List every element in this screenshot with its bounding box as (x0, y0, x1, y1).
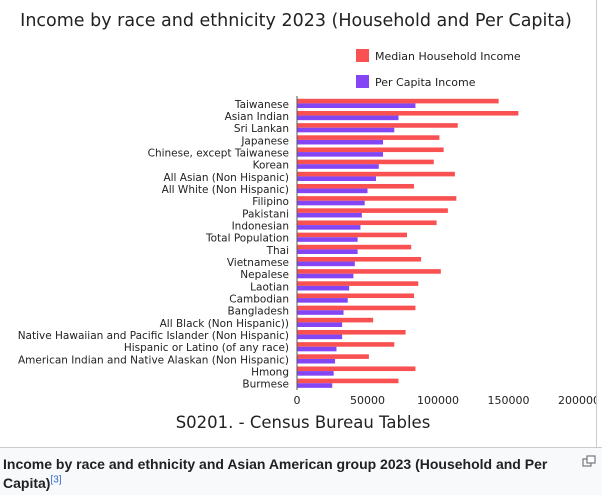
bar-per-capita (297, 225, 361, 230)
chart-figure: Income by race and ethnicity 2023 (House… (17, 0, 597, 447)
bar-per-capita (297, 164, 379, 169)
y-tick-label: Laotian (250, 281, 289, 293)
bar-household (297, 342, 395, 347)
bar-per-capita (297, 322, 343, 327)
bar-household (297, 293, 415, 299)
y-tick-label: All White (Non Hispanic) (162, 184, 289, 196)
chart-legend: Median Household Income Per Capita Incom… (356, 49, 521, 89)
y-tick-label: Hispanic or Latino (of any race) (124, 342, 289, 354)
bar-per-capita (297, 310, 344, 315)
y-tick-label: Thai (266, 245, 289, 257)
bar-household (297, 171, 455, 177)
legend-label-household: Median Household Income (375, 50, 521, 63)
y-tick-label: Indonesian (232, 221, 289, 233)
chart-source: S0201. - Census Bureau Tables (176, 413, 431, 432)
bar-household (297, 147, 444, 153)
bar-household (297, 256, 422, 262)
caption-text: Income by race and ethnicity and Asian A… (3, 455, 563, 493)
y-tick-label: Filipino (252, 196, 289, 208)
y-tick-label: Bangladesh (227, 306, 289, 318)
y-tick-label: Native Hawaiian and Pacific Islander (No… (18, 330, 289, 342)
bar-household (297, 305, 416, 311)
bar-household (297, 123, 458, 128)
y-tick-label: All Asian (Non Hispanic) (163, 172, 289, 184)
bar-per-capita (297, 383, 333, 388)
bar-household (297, 196, 457, 201)
y-tick-label: Japanese (240, 135, 289, 147)
y-tick-label: Korean (253, 160, 289, 172)
bar-per-capita (297, 346, 337, 352)
y-tick-label: Pakistani (242, 208, 289, 220)
bar-per-capita (297, 152, 384, 157)
bar-per-capita (297, 200, 365, 206)
y-tick-label: Taiwanese (234, 99, 289, 111)
legend-label-per-capita: Per Capita Income (375, 76, 476, 89)
bar-household (297, 135, 440, 140)
caption-reference-link[interactable]: [3] (50, 474, 62, 486)
bar-household (297, 98, 499, 104)
bar-household (297, 159, 434, 165)
bar-household (297, 366, 416, 372)
x-axis: 0 50000 100000 150000 200000 (294, 96, 597, 407)
bar-per-capita (297, 358, 336, 364)
legend-swatch-household (356, 49, 369, 62)
bar-household (297, 183, 415, 189)
legend-swatch-per-capita (356, 75, 369, 88)
bar-per-capita (297, 212, 362, 218)
bar-per-capita (297, 139, 384, 145)
bar-household (297, 317, 374, 323)
bar-household (297, 232, 407, 238)
bar-household (297, 354, 369, 359)
y-tick-label: Hmong (251, 367, 289, 379)
bar-per-capita (297, 237, 358, 242)
x-tick-label: 0 (294, 394, 301, 407)
bar-per-capita (297, 127, 395, 133)
y-tick-label: American Indian and Native Alaskan (Non … (18, 354, 289, 366)
bar-per-capita (297, 249, 358, 254)
bar-per-capita (297, 273, 354, 279)
bar-per-capita (297, 285, 350, 291)
figure-border (596, 0, 597, 447)
x-tick-label: 200000 (558, 394, 597, 407)
bar-household (297, 378, 399, 384)
bar-per-capita (297, 298, 348, 303)
bar-per-capita (297, 371, 334, 376)
y-tick-label: Total Population (205, 233, 289, 245)
chart-bars (297, 98, 519, 388)
bar-household (297, 269, 441, 274)
bar-per-capita (297, 261, 355, 267)
x-tick-label: 50000 (350, 394, 385, 407)
y-tick-label: Sri Lankan (234, 123, 289, 135)
y-tick-label: Vietnamese (227, 257, 289, 269)
bar-household (297, 208, 448, 213)
y-tick-label: Cambodian (229, 294, 289, 306)
expand-icon[interactable] (582, 455, 596, 467)
bar-per-capita (297, 103, 416, 108)
bar-per-capita (297, 176, 376, 181)
chart-title: Income by race and ethnicity 2023 (House… (20, 11, 572, 31)
y-tick-label: All Black (Non Hispanic)) (160, 318, 289, 330)
bar-per-capita (297, 334, 343, 340)
bar-household (297, 244, 412, 250)
y-tick-label: Asian Indian (225, 111, 289, 123)
figure-caption: Income by race and ethnicity and Asian A… (0, 447, 602, 495)
bar-household (297, 281, 419, 286)
bar-household (297, 329, 406, 335)
bar-per-capita (297, 115, 399, 121)
bar-household (297, 220, 437, 226)
x-tick-label: 150000 (488, 394, 530, 407)
bar-per-capita (297, 188, 368, 194)
y-tick-label: Nepalese (240, 269, 289, 281)
chart-canvas: Income by race and ethnicity 2023 (House… (18, 11, 597, 432)
y-tick-label: Burmese (242, 379, 289, 391)
y-tick-label: Chinese, except Taiwanese (148, 148, 289, 160)
bar-household (297, 110, 519, 116)
caption-label: Income by race and ethnicity and Asian A… (3, 456, 548, 491)
x-tick-label: 100000 (417, 394, 459, 407)
